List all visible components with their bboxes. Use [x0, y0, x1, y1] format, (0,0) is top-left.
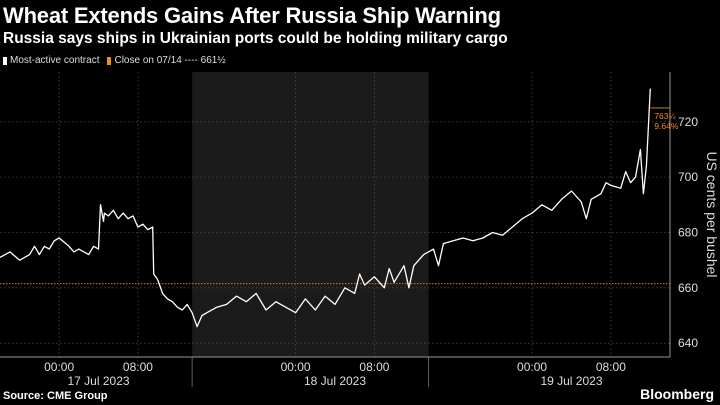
shaded-day-region — [192, 72, 429, 357]
day-label: 18 Jul 2023 — [304, 374, 366, 388]
chart-legend: Most-active contract Close on 07/14 ----… — [3, 55, 234, 66]
x-tick-label: 00:00 — [44, 360, 74, 374]
x-tick-label: 00:00 — [517, 360, 547, 374]
series-line-most-active — [0, 88, 651, 328]
legend-item-series: Most-active contract — [3, 55, 99, 66]
y-tick-label: 720 — [678, 115, 698, 129]
chart-title: Wheat Extends Gains After Russia Ship Wa… — [3, 3, 501, 28]
brand-logo: Bloomberg — [640, 386, 714, 402]
y-tick-label: 640 — [678, 336, 698, 350]
x-tick-label: 00:00 — [281, 360, 311, 374]
day-label: 17 Jul 2023 — [67, 374, 129, 388]
x-tick-label: 08:00 — [123, 360, 153, 374]
x-tick-label: 08:00 — [359, 360, 389, 374]
annotation-last-price: 763¼ — [654, 111, 676, 121]
y-tick-label: 660 — [678, 281, 698, 295]
y-axis-title: US cents per bushel — [704, 151, 720, 277]
day-label: 19 Jul 2023 — [540, 374, 602, 388]
y-tick-label: 700 — [678, 170, 698, 184]
legend-swatch-series — [3, 56, 7, 65]
legend-label-close: Close on 07/14 ---- 661½ — [114, 55, 226, 66]
chart-subtitle: Russia says ships in Ukrainian ports cou… — [3, 30, 508, 47]
y-tick-label: 680 — [678, 225, 698, 239]
legend-label-series: Most-active contract — [10, 55, 100, 66]
legend-item-close: Close on 07/14 ---- 661½ — [107, 55, 226, 66]
annotation-change: 9.64% — [654, 121, 679, 131]
x-tick-label: 08:00 — [596, 360, 626, 374]
legend-swatch-close — [107, 56, 112, 65]
source-note: Source: CME Group — [3, 390, 108, 402]
